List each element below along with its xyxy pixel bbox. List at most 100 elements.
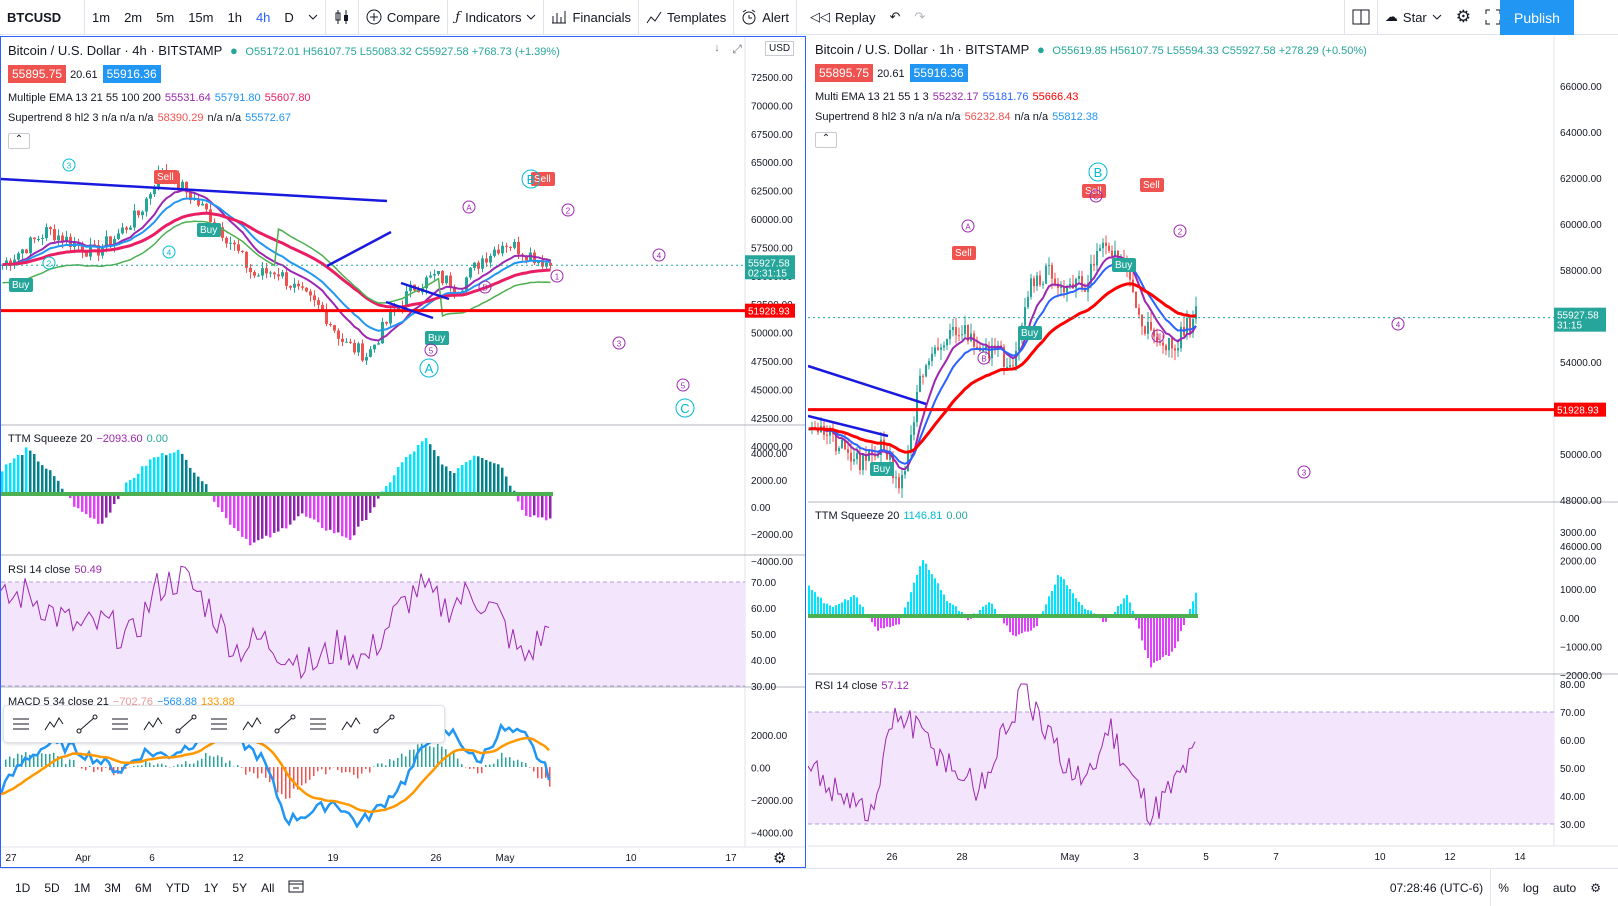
indicators-button[interactable]: ƒ Indicators bbox=[448, 0, 543, 35]
collapse-legend-button[interactable]: ⌃ bbox=[8, 133, 30, 149]
range-1d[interactable]: 1D bbox=[15, 880, 31, 895]
ttm-bar bbox=[1090, 610, 1092, 616]
ttm-bar bbox=[93, 494, 96, 519]
horizontal-ray-icon[interactable] bbox=[169, 709, 202, 739]
compare-button[interactable]: Compare bbox=[359, 0, 447, 35]
range-3m[interactable]: 3M bbox=[104, 880, 122, 895]
interval-2m[interactable]: 2m bbox=[124, 9, 143, 25]
range-1y[interactable]: 1Y bbox=[203, 880, 219, 895]
left-chart-canvas[interactable]: 72500.00 70000.00 67500.00 65000.00 62500.00… bbox=[1, 37, 806, 868]
right-ttm-legend[interactable]: TTM Squeeze 20 1146.81 0.00 bbox=[815, 510, 968, 522]
interval-1m[interactable]: 1m bbox=[92, 9, 111, 25]
macd-histogram-bar bbox=[393, 760, 395, 767]
publish-button[interactable]: Publish bbox=[1500, 0, 1574, 35]
macd-histogram-bar bbox=[273, 767, 275, 785]
interval-5m[interactable]: 5m bbox=[156, 9, 175, 25]
candle-body bbox=[53, 229, 56, 241]
macd-histogram-bar bbox=[81, 767, 83, 769]
star-button[interactable]: ☁ Star bbox=[1378, 0, 1449, 35]
interval-D[interactable]: D bbox=[284, 9, 294, 25]
bid-price[interactable]: 55895.75 bbox=[815, 64, 874, 82]
settings-button[interactable]: ⚙ bbox=[1449, 0, 1478, 35]
interval-dropdown[interactable] bbox=[301, 0, 325, 35]
log-toggle[interactable]: log bbox=[1522, 880, 1539, 895]
settings-gear-icon[interactable]: ⚙ bbox=[1590, 880, 1601, 895]
chart-settings-icon[interactable]: ⚙ bbox=[773, 850, 787, 867]
range-5d[interactable]: 5D bbox=[44, 880, 60, 895]
pitchfork-icon[interactable] bbox=[202, 709, 235, 739]
ttm-bar bbox=[457, 468, 460, 494]
download-icon[interactable]: ↓ bbox=[714, 42, 720, 54]
candle-body bbox=[85, 252, 88, 257]
range-all[interactable]: All bbox=[261, 880, 275, 895]
ttm-bar bbox=[889, 616, 891, 628]
bid-price[interactable]: 55895.75 bbox=[8, 65, 67, 83]
ttm-bar bbox=[241, 494, 244, 537]
templates-button[interactable]: Templates bbox=[639, 0, 733, 35]
ttm-bar bbox=[991, 603, 993, 616]
left-rsi-legend[interactable]: RSI 14 close 50.49 bbox=[8, 564, 102, 576]
right-ema-legend[interactable]: Multi EMA 13 21 55 1 3 55232.17 55181.76 55… bbox=[815, 91, 1079, 103]
auto-toggle[interactable]: auto bbox=[1552, 880, 1577, 895]
range-ytd[interactable]: YTD bbox=[165, 880, 190, 895]
horizontal-lines-icon[interactable] bbox=[4, 709, 37, 739]
macd-histogram-bar bbox=[45, 754, 47, 767]
ask-price[interactable]: 55916.36 bbox=[102, 65, 161, 83]
alert-button[interactable]: Alert bbox=[734, 0, 796, 35]
currency-label[interactable]: USD bbox=[765, 41, 795, 56]
right-chart-canvas[interactable]: 66000.00 64000.00 62000.00 60000.00 58000.00… bbox=[808, 36, 1618, 868]
candle-body bbox=[389, 309, 392, 324]
left-chart-pane[interactable]: 72500.00 70000.00 67500.00 65000.00 62500.00… bbox=[0, 36, 806, 868]
left-ema-legend[interactable]: Multiple EMA 13 21 55 100 200 55531.64 557… bbox=[8, 92, 311, 104]
parallel-channel-icon[interactable] bbox=[334, 709, 367, 739]
right-chart-pane[interactable]: 66000.00 64000.00 62000.00 60000.00 58000.00… bbox=[808, 36, 1618, 868]
goto-date-button[interactable] bbox=[281, 879, 311, 896]
abc-pattern-icon[interactable] bbox=[70, 709, 103, 739]
macd-histogram-bar bbox=[549, 767, 551, 787]
collapse-legend-button[interactable]: ⌃ bbox=[815, 132, 837, 148]
fib-retracement-icon[interactable] bbox=[136, 709, 169, 739]
clock[interactable]: 07:28:46 (UTC-6) bbox=[1389, 880, 1484, 895]
undo-button[interactable]: ↶ bbox=[882, 0, 907, 35]
elliott-wave-icon[interactable] bbox=[37, 709, 70, 739]
left-ttm-legend[interactable]: TTM Squeeze 20 −2093.60 0.00 bbox=[8, 433, 168, 445]
layout-button[interactable] bbox=[1345, 0, 1377, 35]
macd-histogram-bar bbox=[537, 767, 539, 779]
candle-body bbox=[41, 238, 44, 240]
range-5y[interactable]: 5Y bbox=[232, 880, 248, 895]
left-supertrend-legend[interactable]: Supertrend 8 hl2 3 n/a n/a n/a 58390.29 n/… bbox=[8, 112, 291, 124]
time-tick-label: May bbox=[1061, 852, 1080, 863]
ttm-bar bbox=[1024, 616, 1026, 632]
macd-histogram-bar bbox=[73, 759, 75, 767]
range-1m[interactable]: 1M bbox=[73, 880, 91, 895]
line-tool-icon[interactable] bbox=[235, 709, 268, 739]
settings-lines-icon[interactable] bbox=[367, 709, 400, 739]
interval-4h[interactable]: 4h bbox=[255, 9, 271, 25]
redo-button[interactable]: ↷ bbox=[907, 0, 932, 35]
trend-line-icon[interactable] bbox=[103, 709, 136, 739]
replay-button[interactable]: ◁◁ Replay bbox=[809, 9, 876, 25]
ask-price[interactable]: 55916.36 bbox=[909, 64, 968, 82]
ttm-bar bbox=[1060, 576, 1062, 616]
ttm-bar bbox=[61, 488, 64, 494]
time-tick-label: 5 bbox=[1203, 852, 1209, 863]
candle-body bbox=[1009, 365, 1011, 367]
interval-15m[interactable]: 15m bbox=[188, 9, 214, 25]
macd-histogram-bar bbox=[137, 765, 139, 767]
interval-1h[interactable]: 1h bbox=[227, 9, 242, 25]
xabcd-icon[interactable] bbox=[268, 709, 301, 739]
macd-histogram-bar bbox=[265, 767, 267, 778]
financials-button[interactable]: Financials bbox=[544, 0, 638, 35]
ttm-bar bbox=[1009, 616, 1011, 633]
percent-toggle[interactable]: % bbox=[1498, 880, 1509, 895]
right-rsi-legend[interactable]: RSI 14 close 57.12 bbox=[815, 680, 909, 692]
maximize-icon[interactable]: ⤢ bbox=[732, 42, 742, 56]
candle-body bbox=[341, 338, 344, 342]
brush-icon[interactable] bbox=[301, 709, 334, 739]
macd-histogram-bar bbox=[357, 767, 359, 779]
symbol-search[interactable]: BTCUSD bbox=[7, 9, 62, 25]
range-6m[interactable]: 6M bbox=[135, 880, 152, 895]
right-supertrend-legend[interactable]: Supertrend 8 hl2 3 n/a n/a n/a 56232.84 n/… bbox=[815, 111, 1098, 123]
wave-label: 1 bbox=[1156, 333, 1161, 342]
chart-type-button[interactable] bbox=[326, 0, 358, 35]
